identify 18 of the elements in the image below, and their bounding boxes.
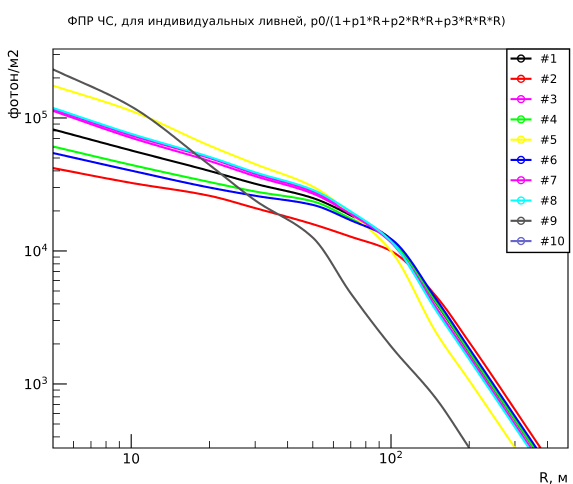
y-axis-title: фотон/м2 xyxy=(8,50,21,118)
legend-label: #8 xyxy=(540,196,557,205)
x-tick-label: 10$^{2}$ xyxy=(380,450,402,464)
x-axis-title: R, м xyxy=(540,472,567,484)
y-tick-label: 10$^{3}$ xyxy=(25,376,47,390)
y-tick-label: 10$^{4}$ xyxy=(25,244,48,256)
legend-label: #2 xyxy=(540,74,556,83)
y-tick-label: 10$^{5}$ xyxy=(25,110,47,124)
legend-label: #1 xyxy=(540,54,556,63)
legend-label: #4 xyxy=(540,114,557,124)
legend-label: #9 xyxy=(540,216,556,226)
legend-label: #3 xyxy=(540,94,556,104)
x-tick-label: 10 xyxy=(124,453,140,464)
chart-title: ФПР ЧС, для индивидуальных ливней, p0/(1+p1*R+p2*R*R+p3*R*R*R) xyxy=(68,16,505,28)
legend-label: #10 xyxy=(540,236,564,246)
legend-label: #7 xyxy=(540,176,556,184)
legend-label: #5 xyxy=(540,135,556,144)
legend-label: #6 xyxy=(540,155,557,164)
